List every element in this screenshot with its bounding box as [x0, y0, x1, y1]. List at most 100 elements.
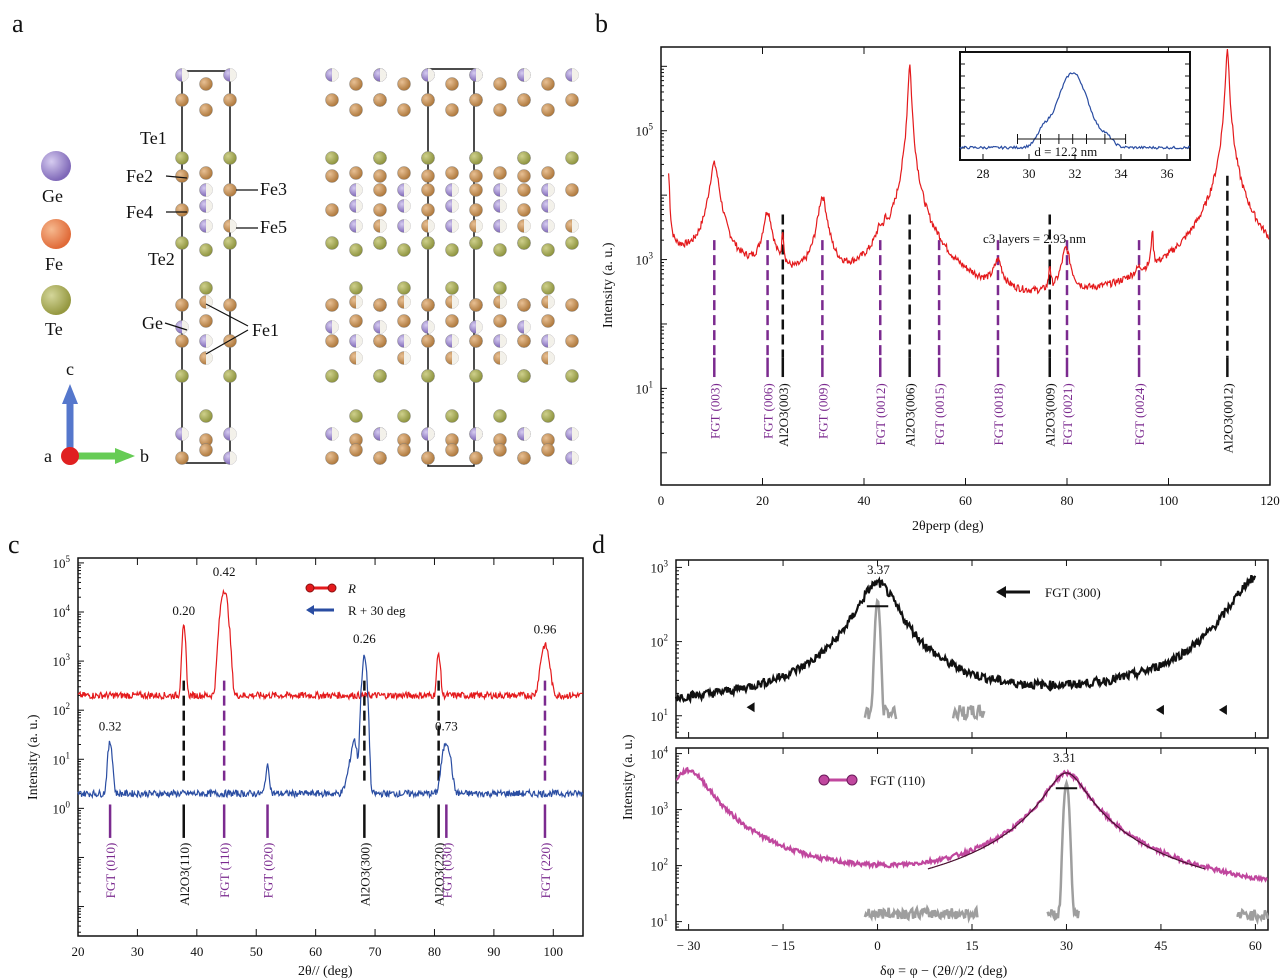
atom-partial-occupancy	[182, 320, 189, 334]
inset-xtick-label: 28	[977, 166, 990, 181]
atom-partial-occupancy	[428, 219, 435, 233]
atom-partial-occupancy	[356, 295, 363, 309]
atom-te	[373, 236, 387, 250]
legend-fe-label: Fe	[45, 254, 63, 274]
panel-d-chart: − 30 − 15 0 15 30 45 60 101 102 103 101 102 103 104 3…	[621, 558, 1269, 979]
b-axis-arrowhead	[115, 448, 135, 464]
atom-fe	[565, 334, 579, 348]
atom-partial-occupancy	[206, 199, 213, 213]
atom-te	[565, 369, 579, 383]
atom-fe	[421, 334, 435, 348]
atom-fe	[223, 183, 237, 197]
atom-fe	[517, 93, 531, 107]
a-axis-dot	[61, 447, 79, 465]
atom-fe	[397, 103, 411, 117]
atom-fe	[349, 314, 363, 328]
legend-fgt110-label: FGT (110)	[870, 773, 925, 788]
panel-c-series-r	[77, 588, 583, 701]
panel-c-chart: 20 30 40 50 60 70 80 90 100 100 101 102 103 104 105 FG…	[26, 554, 584, 979]
atom-te	[397, 281, 411, 295]
panel-d-xtick-label: − 30	[677, 938, 701, 953]
site-label-arrows	[164, 175, 258, 355]
atom-partial-occupancy	[500, 183, 507, 197]
atom-fe	[397, 314, 411, 328]
panel-b-xtick-label: 40	[858, 493, 871, 508]
reflection-label: FGT (010)	[103, 843, 118, 899]
atom-fe	[325, 334, 339, 348]
atom-te	[565, 236, 579, 250]
reflection-label: FGT (220)	[538, 843, 553, 899]
atom-partial-occupancy	[500, 199, 507, 213]
atom-partial-occupancy	[206, 351, 213, 365]
a-axis-label: a	[44, 446, 52, 466]
atom-partial-occupancy	[206, 334, 213, 348]
panel-d-ytick-label: 104	[651, 745, 669, 762]
panel-b-xrd-line	[668, 48, 1270, 295]
atom-partial-occupancy	[404, 199, 411, 213]
panel-d-bottom-legend: FGT (110)	[818, 773, 925, 788]
atom-fe	[517, 451, 531, 465]
atom-fe	[541, 314, 555, 328]
atom-fe	[349, 77, 363, 91]
atom-fe	[397, 166, 411, 180]
panel-c-ytick-label: 102	[53, 701, 71, 718]
reflection-label: FGT (0012)	[873, 383, 888, 445]
atom-partial-occupancy	[476, 320, 483, 334]
legend-ge-sphere	[41, 151, 71, 181]
atom-fe	[373, 183, 387, 197]
atom-te	[349, 243, 363, 257]
atom-fe	[517, 203, 531, 217]
reflection-label: Al2O3(003)	[776, 383, 791, 447]
panel-d-ytick-label: 102	[651, 633, 669, 650]
atom-partial-occupancy	[230, 427, 237, 441]
panel-b-xtick-label: 60	[959, 493, 972, 508]
inset-thickness-label: d = 12.2 nm	[1034, 144, 1097, 159]
inset-line	[959, 72, 1191, 150]
reflection-label: FGT (009)	[815, 383, 830, 439]
atom-partial-occupancy	[500, 219, 507, 233]
reflection-label: Al2O3(0012)	[1220, 383, 1235, 453]
panel-letter-a: a	[12, 9, 24, 38]
reflection-label: FGT (030)	[439, 843, 454, 899]
panel-b-ylabel: Intensity (a. u.)	[601, 242, 616, 328]
reflection-label: Al2O3(300)	[357, 843, 372, 907]
atom-partial-occupancy	[452, 183, 459, 197]
atom-fe	[421, 298, 435, 312]
panel-d-ytick-label: 101	[651, 913, 669, 930]
atom-fe	[223, 334, 237, 348]
panel-b-ytick-label: 105	[636, 122, 654, 139]
panel-d-xtick-label: 0	[874, 938, 881, 953]
panel-d-ylabel: Intensity (a. u.)	[621, 734, 636, 820]
atom-te	[325, 236, 339, 250]
atom-te	[469, 236, 483, 250]
atom-partial-occupancy	[548, 351, 555, 365]
panel-letter-b: b	[595, 9, 608, 38]
atom-partial-occupancy	[428, 427, 435, 441]
atom-fe	[445, 443, 459, 457]
panel-c-ytick-label: 104	[53, 603, 71, 620]
atom-fe	[175, 298, 189, 312]
reflection-label: FGT (020)	[261, 843, 276, 899]
site-label-fe3: Fe3	[260, 179, 287, 199]
atom-partial-occupancy	[500, 334, 507, 348]
legend-te-sphere	[41, 285, 71, 315]
atom-fe	[493, 103, 507, 117]
panel-c-xtick-label: 70	[369, 944, 382, 959]
atom-partial-occupancy	[206, 183, 213, 197]
inset-xtick-label: 32	[1069, 166, 1082, 181]
atom-fe	[373, 169, 387, 183]
atom-fe	[373, 334, 387, 348]
atom-partial-occupancy	[548, 334, 555, 348]
panel-c-ytick-label: 103	[53, 652, 71, 669]
site-label-fe5: Fe5	[260, 217, 287, 237]
atom-partial-occupancy	[572, 427, 579, 441]
panel-d-fwhm-marks	[746, 605, 1227, 790]
atom-partial-occupancy	[428, 68, 435, 82]
atom-partial-occupancy	[500, 351, 507, 365]
legend-fe-sphere	[41, 219, 71, 249]
atom-partial-occupancy	[356, 219, 363, 233]
panel-d-bottom-reference	[863, 778, 1269, 926]
atom-fe	[325, 93, 339, 107]
atom-partial-occupancy	[230, 451, 237, 465]
atom-partial-occupancy	[548, 295, 555, 309]
